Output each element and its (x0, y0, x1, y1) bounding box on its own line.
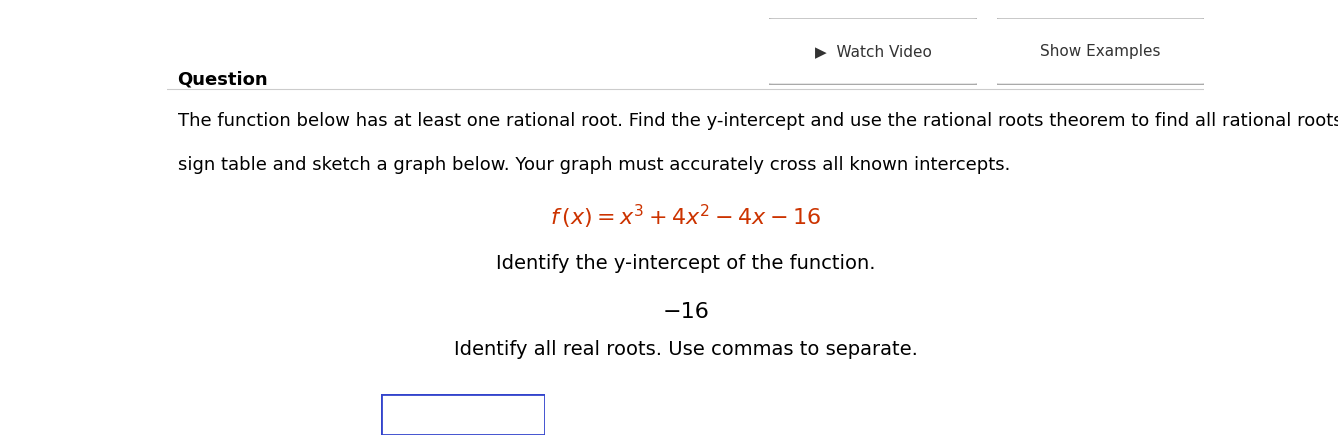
Text: Identify the y-intercept of the function.: Identify the y-intercept of the function… (496, 254, 875, 273)
Text: $f\,(x) = x^3 + 4x^2 - 4x - 16$: $f\,(x) = x^3 + 4x^2 - 4x - 16$ (550, 202, 822, 231)
Text: Show Examples: Show Examples (1040, 44, 1161, 59)
FancyBboxPatch shape (763, 18, 983, 85)
Text: −16: −16 (662, 302, 709, 322)
Text: sign table and sketch a graph below. Your graph must accurately cross all known : sign table and sketch a graph below. You… (178, 156, 1010, 174)
Text: Identify all real roots. Use commas to separate.: Identify all real roots. Use commas to s… (454, 340, 918, 359)
FancyBboxPatch shape (990, 18, 1211, 85)
Text: Question: Question (178, 70, 268, 89)
Text: ▶  Watch Video: ▶ Watch Video (815, 44, 931, 59)
Text: The function below has at least one rational root. Find the y-intercept and use : The function below has at least one rati… (178, 112, 1338, 129)
